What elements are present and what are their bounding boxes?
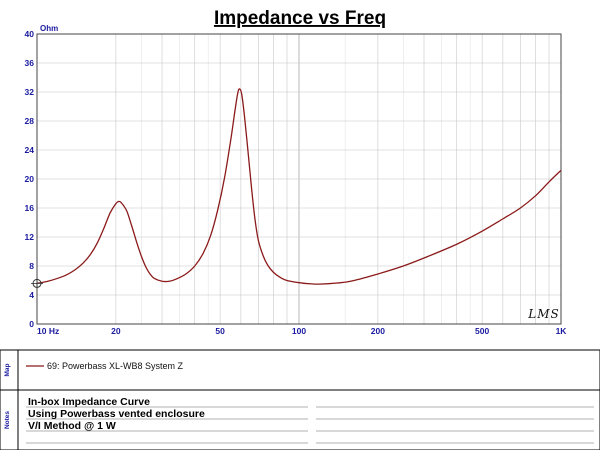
note-line-2: Using Powerbass vented enclosure bbox=[28, 408, 205, 420]
impedance-curve bbox=[36, 88, 562, 285]
x-tick-label: 200 bbox=[371, 326, 385, 336]
x-tick-labels: 10 Hz 20 50 100 200 500 1K bbox=[37, 326, 567, 336]
y-tick-label: 0 bbox=[29, 319, 34, 329]
x-tick-label: 10 Hz bbox=[37, 326, 59, 336]
y-axis-label: Ohm bbox=[40, 24, 58, 33]
x-tick-label: 20 bbox=[111, 326, 121, 336]
note-rules bbox=[26, 406, 594, 444]
y-tick-label: 12 bbox=[25, 232, 35, 242]
y-tick-labels: 0 4 8 12 16 20 24 28 32 36 40 bbox=[25, 29, 35, 329]
x-tick-label: 50 bbox=[215, 326, 225, 336]
legend-entry: 69: Powerbass XL-WB8 System Z bbox=[47, 361, 184, 371]
note-line-1: In-box Impedance Curve bbox=[28, 396, 150, 408]
y-tick-label: 20 bbox=[25, 174, 35, 184]
legend-section-label: Map bbox=[4, 363, 11, 376]
note-line-3: V/I Method @ 1 W bbox=[28, 420, 116, 432]
notes-panel bbox=[0, 389, 600, 450]
x-tick-label: 500 bbox=[475, 326, 489, 336]
y-tick-label: 16 bbox=[25, 203, 35, 213]
y-tick-label: 32 bbox=[25, 87, 35, 97]
y-tick-label: 8 bbox=[29, 261, 34, 271]
chart-title: Impedance vs Freq bbox=[214, 8, 386, 29]
notes-section-label: Notes bbox=[4, 411, 11, 429]
x-tick-label: 100 bbox=[292, 326, 306, 336]
cursor-marker[interactable] bbox=[31, 277, 43, 290]
grid bbox=[37, 34, 561, 324]
y-tick-label: 36 bbox=[25, 58, 35, 68]
lms-logo: LMS bbox=[527, 307, 559, 321]
y-tick-label: 4 bbox=[29, 290, 34, 300]
y-tick-label: 28 bbox=[25, 116, 35, 126]
y-tick-label: 40 bbox=[25, 29, 35, 39]
x-tick-label: 1K bbox=[556, 326, 568, 336]
plot-frame bbox=[36, 33, 562, 325]
y-tick-label: 24 bbox=[25, 145, 35, 155]
